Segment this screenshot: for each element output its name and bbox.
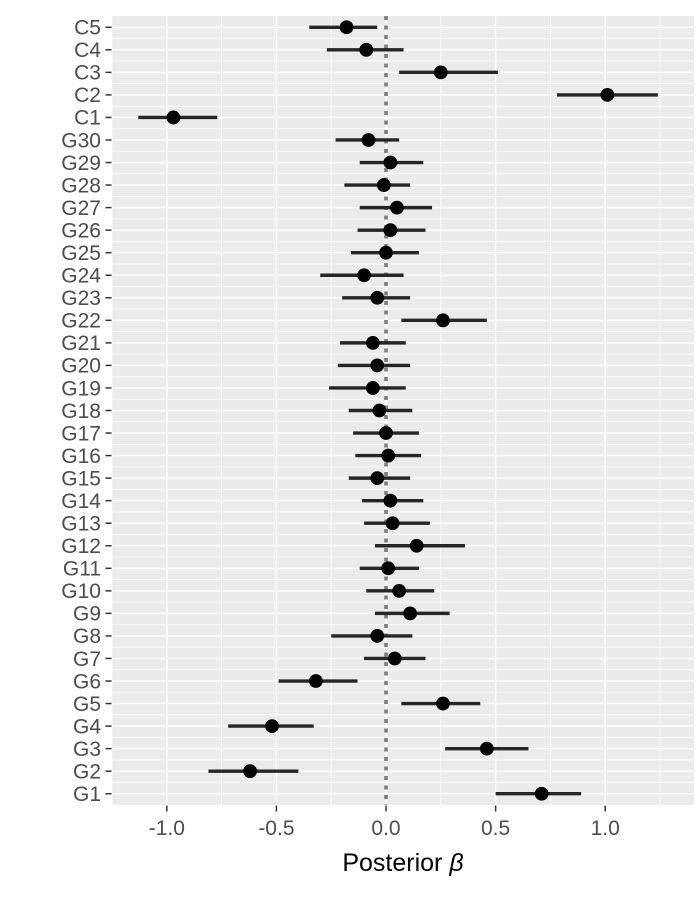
y-axis-label: G19	[61, 377, 101, 400]
point-estimate	[387, 651, 402, 666]
y-axis-label: G10	[61, 580, 101, 603]
y-axis-label: G27	[61, 197, 101, 220]
point-estimate	[381, 448, 396, 463]
y-axis-label: G18	[61, 400, 101, 423]
y-axis-label: G30	[61, 129, 101, 152]
point-estimate	[383, 223, 398, 238]
x-axis-label: -1.0	[149, 817, 185, 840]
point-estimate	[383, 155, 398, 170]
y-axis-label: G13	[61, 513, 101, 536]
point-estimate	[166, 110, 181, 125]
point-estimate	[409, 538, 424, 553]
point-estimate	[390, 200, 404, 215]
y-axis-label: C5	[74, 17, 101, 40]
y-axis-label: G9	[73, 603, 101, 626]
point-estimate	[365, 335, 380, 350]
point-estimate	[403, 606, 418, 621]
point-estimate	[436, 696, 450, 711]
point-estimate	[436, 313, 450, 328]
x-axis-label: 0.5	[481, 817, 510, 840]
axis-labels: C5C4C3C2C1G30G29G28G27G26G25G24G23G22G21…	[61, 17, 620, 840]
point-estimate	[379, 245, 393, 260]
point-estimate	[379, 426, 393, 440]
point-estimate	[479, 741, 494, 756]
x-axis-label: 1.0	[591, 817, 620, 840]
x-axis-title-text: Posterior	[342, 849, 442, 877]
point-estimate	[381, 561, 396, 576]
y-axis-label: G26	[61, 219, 101, 242]
axis-ticks	[105, 26, 606, 812]
y-axis-label: G2	[73, 760, 101, 783]
y-axis-label: G29	[61, 152, 101, 175]
point-estimate	[361, 133, 376, 147]
y-axis-label: G14	[61, 490, 101, 513]
x-axis-title: Posterior β	[342, 849, 463, 877]
y-axis-label: G5	[73, 693, 101, 716]
beta-symbol: β	[448, 849, 463, 877]
y-axis-label: G1	[73, 783, 101, 806]
y-axis-label: G25	[61, 242, 101, 265]
y-axis-label: G21	[61, 332, 101, 355]
y-axis-label: C2	[74, 84, 101, 107]
point-estimate	[376, 178, 391, 192]
y-axis-label: G3	[73, 738, 101, 761]
point-estimate	[534, 786, 549, 801]
point-estimate	[392, 583, 407, 598]
point-estimate	[370, 471, 385, 486]
point-estimate	[433, 65, 448, 80]
point-estimate	[600, 88, 615, 102]
y-axis-label: G17	[61, 422, 101, 445]
x-axis-label: -0.5	[258, 817, 294, 840]
point-estimate	[370, 358, 385, 373]
y-axis-label: G4	[73, 715, 101, 738]
y-axis-label: G20	[61, 355, 101, 378]
point-estimate	[357, 268, 371, 283]
y-axis-label: G23	[61, 287, 101, 310]
point-estimate	[385, 516, 400, 531]
point-estimate	[308, 674, 323, 688]
x-axis-label: 0.0	[371, 817, 400, 840]
y-axis-label: C3	[74, 62, 101, 85]
point-estimate	[243, 764, 258, 779]
y-axis-label: C4	[74, 39, 101, 62]
point-estimate	[339, 20, 354, 35]
y-axis-label: G28	[61, 174, 101, 197]
y-axis-label: G16	[61, 445, 101, 468]
y-axis-label: G22	[61, 310, 101, 333]
y-axis-label: G7	[73, 648, 101, 671]
y-axis-label: C1	[74, 107, 101, 130]
y-axis-label: G8	[73, 625, 101, 648]
y-axis-label: G11	[63, 558, 101, 581]
point-estimate	[265, 719, 279, 733]
point-estimate	[372, 403, 387, 418]
point-estimate	[359, 42, 374, 57]
point-estimates	[166, 20, 615, 801]
point-estimate	[370, 629, 385, 643]
y-axis-label: G6	[73, 670, 101, 693]
y-axis-label: G24	[61, 265, 101, 288]
point-estimate	[383, 493, 398, 508]
point-estimate	[370, 290, 385, 305]
y-axis-label: G12	[61, 535, 101, 558]
y-axis-label: G15	[61, 467, 101, 490]
point-estimate	[365, 381, 380, 395]
